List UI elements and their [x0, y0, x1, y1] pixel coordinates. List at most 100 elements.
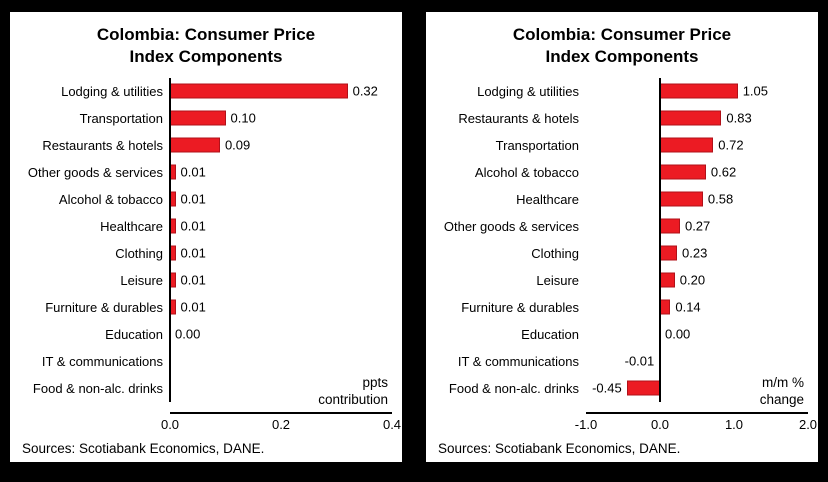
plot-cell: 0.14	[586, 293, 808, 321]
value-label: 0.58	[707, 191, 734, 207]
bar-row: Education 0.00	[436, 320, 808, 348]
bar	[626, 380, 660, 396]
plot-cell	[169, 374, 392, 402]
category-label: Restaurants & hotels	[458, 110, 579, 126]
plot-cell: 0.23	[586, 239, 808, 267]
left-chart-panel: Colombia: Consumer Price Index Component…	[10, 12, 402, 462]
value-label: 0.83	[726, 110, 752, 126]
category-label: Healthcare	[100, 218, 163, 234]
plot-cell: 0.10	[169, 104, 392, 132]
zero-axis-line	[169, 77, 171, 105]
value-label: 0.01	[180, 272, 206, 288]
zero-axis-line	[658, 77, 661, 105]
bar-row: Other goods & services 0.27	[436, 212, 808, 240]
bar-chart: Lodging & utilities 0.32 Transportation 0.1…	[20, 77, 401, 437]
zero-axis-line	[169, 347, 171, 375]
plot-cell: 0.01	[169, 266, 392, 294]
bar	[659, 83, 738, 99]
bar	[659, 164, 706, 180]
x-tick-label: -1.0	[574, 417, 598, 432]
plot-cell: -0.45	[586, 374, 808, 402]
bar-row: Education 0.00	[20, 320, 392, 348]
category-label: Restaurants & hotels	[42, 137, 163, 153]
category-label: Alcohol & tobacco	[474, 164, 579, 180]
category-label: Furniture & durables	[461, 299, 579, 315]
value-label: 1.05	[742, 83, 768, 99]
value-label: 0.00	[175, 326, 201, 342]
plot-cell: 0.62	[586, 158, 808, 186]
bar-row: IT & communications -0.01	[436, 347, 808, 375]
x-axis: -1.0 0.0 1.0 2.0	[436, 412, 817, 436]
category-label: IT & communications	[41, 353, 163, 369]
plot-cell: 0.72	[586, 131, 808, 159]
category-label: Healthcare	[516, 191, 579, 207]
bar	[170, 137, 220, 153]
bar-chart: Lodging & utilities 1.05 Restaurants & hot…	[436, 77, 817, 437]
axis-unit-annotation: m/m % change	[759, 374, 804, 408]
zero-axis-line	[169, 131, 171, 159]
x-tick-label: 0.0	[650, 417, 670, 432]
category-label: Transportation	[79, 110, 163, 126]
category-label: Furniture & durables	[45, 299, 163, 315]
bar-row: Alcohol & tobacco 0.62	[436, 158, 808, 186]
bar	[659, 299, 671, 315]
chart-rows: Lodging & utilities 0.32 Transportation 0.1…	[20, 77, 392, 413]
bar-row: Restaurants & hotels 0.09	[20, 131, 392, 159]
category-label: Alcohol & tobacco	[58, 191, 163, 207]
value-label: 0.72	[718, 137, 744, 153]
chart-title-line2: Index Components	[545, 46, 699, 66]
category-label: Education	[521, 326, 579, 342]
bar-row: Clothing 0.23	[436, 239, 808, 267]
axis-spacer	[436, 412, 586, 436]
plot-cell: 0.83	[586, 104, 808, 132]
plot-cell: 0.20	[586, 266, 808, 294]
axis-spacer	[20, 412, 170, 436]
category-label: Other goods & services	[27, 164, 163, 180]
zero-axis-line	[169, 158, 171, 186]
chart-title: Colombia: Consumer Price Index Component…	[436, 24, 808, 68]
plot-cell: 0.01	[169, 293, 392, 321]
bar-row: Other goods & services 0.01	[20, 158, 392, 186]
plot-cell: 0.00	[169, 320, 392, 348]
category-label: Lodging & utilities	[61, 83, 163, 99]
x-axis: 0.0 0.2 0.4	[20, 412, 401, 436]
category-label: Lodging & utilities	[477, 83, 579, 99]
zero-axis-line	[658, 185, 661, 213]
zero-axis-line	[658, 266, 661, 294]
zero-axis-line	[169, 374, 171, 402]
plot-cell: 0.58	[586, 185, 808, 213]
plot-cell: 0.01	[169, 185, 392, 213]
value-label: 0.01	[180, 191, 206, 207]
bar	[659, 191, 703, 207]
value-label: 0.23	[682, 245, 708, 261]
plot-cell: 0.09	[169, 131, 392, 159]
value-label: 0.01	[180, 245, 206, 261]
right-chart-panel: Colombia: Consumer Price Index Component…	[426, 12, 818, 462]
value-label: 0.01	[180, 299, 206, 315]
bar-row: Food & non-alc. drinks	[20, 374, 392, 402]
category-label: Education	[105, 326, 163, 342]
bar-row: Healthcare 0.58	[436, 185, 808, 213]
value-label: 0.10	[230, 110, 256, 126]
bar-row: Leisure 0.20	[436, 266, 808, 294]
bar	[659, 272, 675, 288]
value-label: 0.01	[180, 218, 206, 234]
x-tick-label: 0.2	[271, 417, 291, 432]
category-label: Clothing	[115, 245, 163, 261]
zero-axis-line	[658, 293, 661, 321]
bar	[659, 110, 722, 126]
bar-row: Clothing 0.01	[20, 239, 392, 267]
category-label: Food & non-alc. drinks	[32, 380, 163, 396]
zero-axis-line	[169, 104, 171, 132]
zero-axis-line	[658, 374, 661, 402]
plot-cell: 0.32	[169, 77, 392, 105]
zero-axis-line	[169, 185, 171, 213]
category-label: Leisure	[120, 272, 163, 288]
plot-cell: -0.01	[586, 347, 808, 375]
zero-axis-line	[658, 131, 661, 159]
zero-axis-line	[658, 212, 661, 240]
category-label: Clothing	[531, 245, 579, 261]
axis-line: -1.0 0.0 1.0 2.0	[575, 412, 817, 436]
zero-axis-line	[658, 239, 661, 267]
